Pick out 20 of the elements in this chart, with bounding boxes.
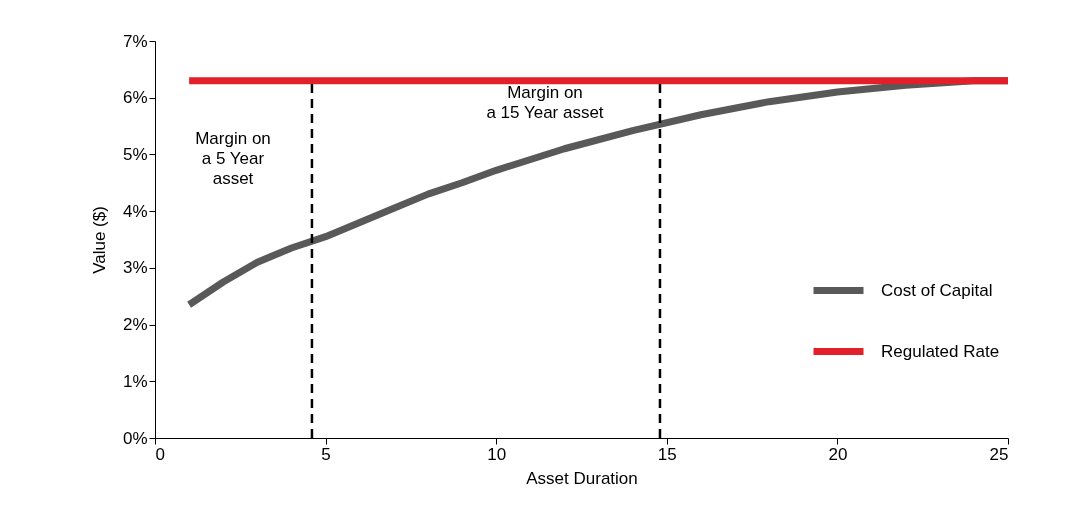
y-tick-label: 3%: [122, 258, 148, 278]
x-axis-title: Asset Duration: [526, 468, 638, 488]
x-tick-label: 15: [657, 444, 677, 464]
y-tick-label: 1%: [122, 371, 148, 391]
x-tick-label: 5: [321, 444, 331, 464]
y-axis-title: Value ($): [89, 206, 109, 274]
y-tick-label: 0%: [122, 428, 148, 448]
legend-label: Regulated Rate: [881, 341, 1000, 361]
y-tick-label: 4%: [122, 201, 148, 221]
annotation: Margin on a 5 Year asset: [195, 129, 271, 188]
x-tick-label: 25: [989, 444, 1009, 464]
x-tick-label: 0: [155, 444, 165, 464]
annotation: Margin on a 15 Year asset: [486, 83, 604, 122]
y-tick-label: 5%: [122, 144, 148, 164]
x-tick-label: 10: [487, 444, 507, 464]
y-tick-label: 6%: [122, 88, 148, 108]
x-tick-label: 20: [828, 444, 848, 464]
legend-label: Cost of Capital: [881, 280, 993, 300]
y-tick-label: 7%: [122, 31, 148, 51]
y-tick-label: 2%: [122, 315, 148, 335]
